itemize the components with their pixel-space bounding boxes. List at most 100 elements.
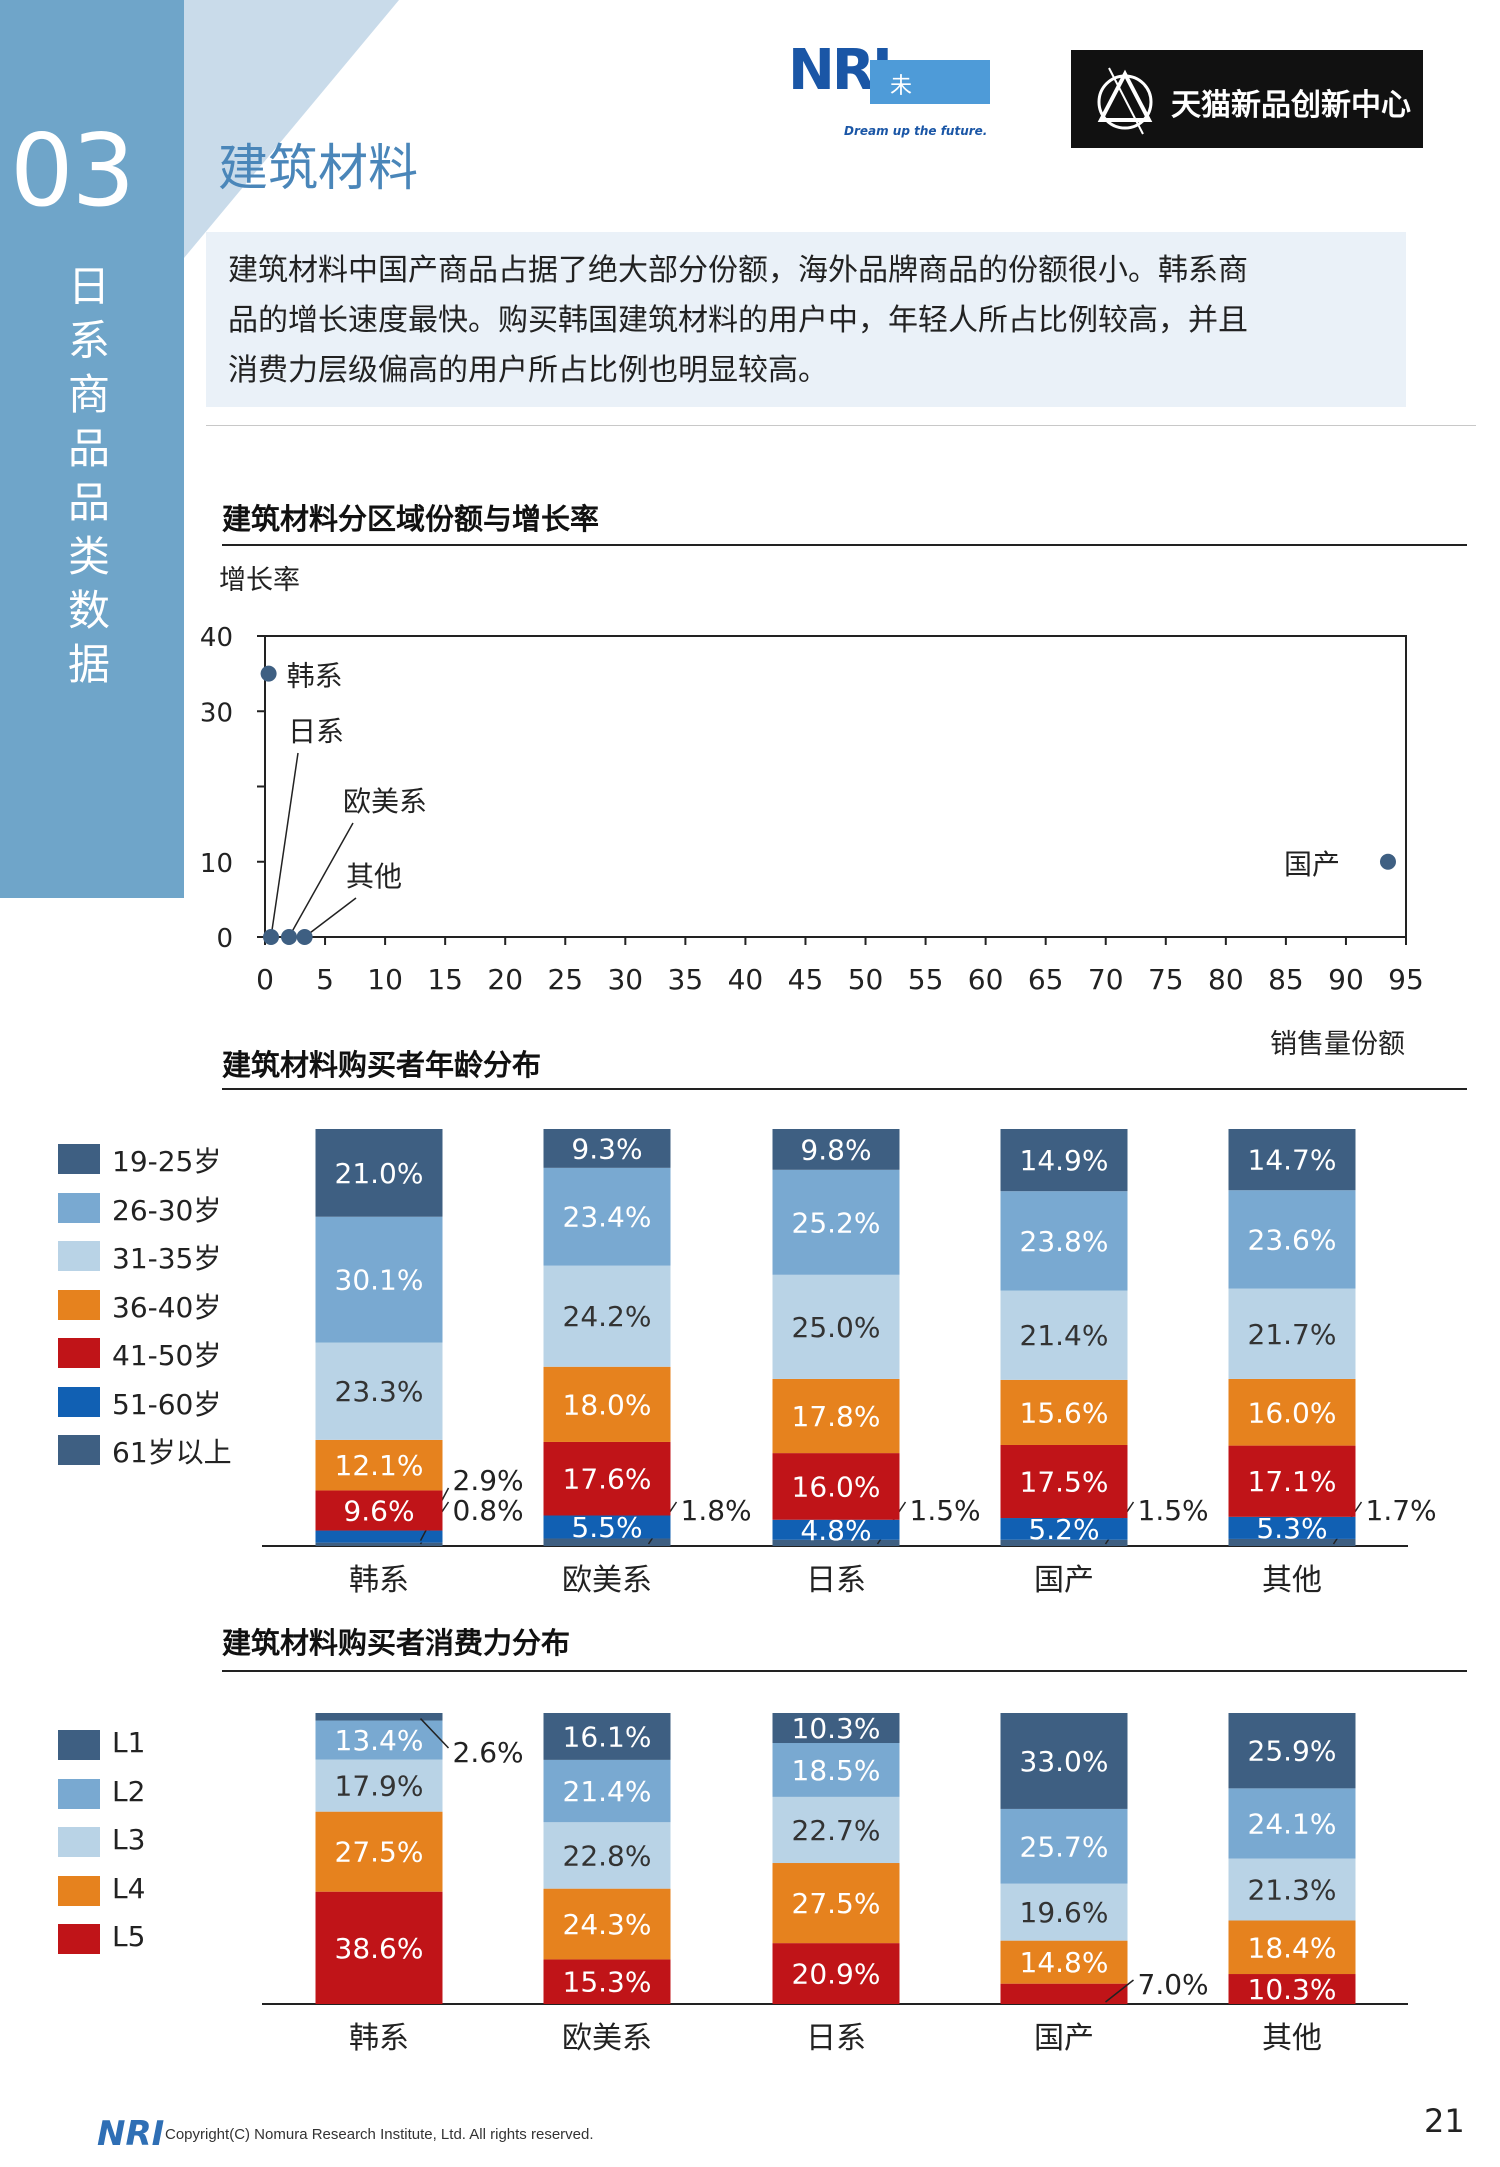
data-label: 25.7% — [1020, 1830, 1109, 1863]
section-number: 03 — [10, 112, 135, 229]
data-label: 33.0% — [1020, 1745, 1109, 1778]
bar-segment — [315, 1713, 443, 1721]
category-label: 欧美系 — [562, 1563, 652, 1598]
data-label: 9.6% — [343, 1494, 414, 1527]
x-tick-label: 85 — [1268, 963, 1304, 996]
spending-stacked-bar-chart: 38.6% 27.5% 17.9% 13.4% 2.6% 韩系 15.3% 24.3% 22.8… — [262, 1712, 1408, 2056]
bar-segment — [315, 1542, 443, 1546]
bar-segment — [1228, 1190, 1356, 1289]
data-label: 1.8% — [681, 1494, 752, 1527]
bar-segment — [1228, 1445, 1356, 1517]
data-label: 5.2% — [1028, 1513, 1099, 1546]
bar-segment — [1000, 1883, 1128, 1941]
bar-segment — [772, 1796, 900, 1864]
x-tick-label: 70 — [1088, 963, 1124, 996]
data-point — [1379, 853, 1396, 870]
bar-segment — [543, 1167, 671, 1266]
data-label: 24.3% — [563, 1908, 652, 1941]
data-label: 1.7% — [1366, 1494, 1437, 1527]
bar-segment — [772, 1129, 900, 1170]
data-label: 18.0% — [563, 1388, 652, 1421]
bar-segment — [543, 1959, 671, 2004]
data-label: 13.4% — [335, 1724, 424, 1757]
y-tick-label: 0 — [216, 924, 233, 954]
bar-segment — [772, 1539, 900, 1546]
bar-segment — [1228, 1378, 1356, 1446]
legend-label: 36-40岁 — [112, 1290, 222, 1324]
chart-title-scatter: 建筑材料分区域份额与增长率 — [222, 502, 600, 536]
page-number: 21 — [1424, 2102, 1465, 2140]
copyright: Copyright(C) Nomura Research Institute, … — [165, 2126, 594, 2143]
age-stacked-bar-chart: 0.8%2.9% 9.6% 12.1% 23.3% 30.1% 21.0% 韩系 1.8% 5.… — [262, 1129, 1437, 1598]
age-legend: 19-25岁 26-30岁 31-35岁 36-40岁 41-50岁 51-60岁 61岁以… — [58, 1142, 258, 1472]
data-label: 14.9% — [1020, 1144, 1109, 1177]
sidebar-char: 品 — [67, 478, 110, 527]
x-tick-label: 40 — [728, 963, 764, 996]
data-label: 23.6% — [1248, 1223, 1337, 1256]
bar-segment — [315, 1439, 443, 1491]
data-label: 1.5% — [1138, 1494, 1209, 1527]
data-label: 2.6% — [453, 1736, 524, 1769]
footer-nri-logo: NRI — [97, 2114, 165, 2154]
plot-frame — [264, 635, 1407, 938]
nri-tagline: 未来創発 — [890, 74, 913, 195]
x-tick-label: 0 — [256, 963, 274, 996]
data-label: 5.3% — [1256, 1512, 1327, 1545]
category-label: 韩系 — [349, 2021, 409, 2056]
legend-label: L2 — [112, 1774, 146, 1808]
legend-label: 26-30岁 — [112, 1193, 222, 1227]
tmall-triangle-icon — [1097, 67, 1153, 135]
data-label: 21.4% — [1020, 1319, 1109, 1352]
bar-segment — [1228, 1974, 1356, 2004]
tmall-logo-box: 天猫新品创新中心 — [1071, 50, 1423, 148]
legend-label: L1 — [112, 1726, 146, 1759]
x-tick-label: 65 — [1028, 963, 1064, 996]
data-label: 0.8% — [453, 1494, 524, 1527]
intro-line: 品的增长速度最快。购买韩国建筑材料的用户中，年轻人所占比例较高，并且 — [228, 303, 1248, 338]
bar-segment — [772, 1713, 900, 1744]
bar-segment — [543, 1441, 671, 1516]
spending-legend: L1 L2 L3 L4 L5 — [58, 1726, 258, 1968]
sidebar-char: 品 — [67, 424, 110, 473]
bar-segment — [1000, 1518, 1128, 1540]
bar-segment — [1000, 1808, 1128, 1884]
data-label: 15.3% — [563, 1966, 652, 1999]
category-label: 国产 — [1034, 2021, 1094, 2056]
bar-segment — [1000, 1444, 1128, 1519]
leader-line — [1105, 1979, 1134, 2003]
category-label: 国产 — [1034, 1563, 1094, 1598]
intro-text: 建筑材料中国产商品占据了绝大部分份额，海外品牌商品的份额很小。韩系商 品的增长速… — [228, 246, 1398, 396]
scatter-chart: 0 10 30 40 0 5 10 15 20 25 30 35 40 45 50 55 60 65 70 75 80 8… — [200, 623, 1424, 996]
point-label: 其他 — [346, 860, 402, 893]
x-tick-label: 60 — [968, 963, 1004, 996]
x-tick-label: 55 — [908, 963, 944, 996]
bar-segment — [1000, 1983, 1128, 2004]
data-label: 10.3% — [792, 1712, 881, 1745]
data-label: 14.7% — [1248, 1144, 1337, 1177]
bar-segment — [543, 1888, 671, 1960]
y-tick-label: 10 — [200, 849, 233, 879]
bar-segment — [1000, 1379, 1128, 1445]
legend-swatch — [58, 1338, 100, 1368]
data-label: 22.8% — [563, 1839, 652, 1872]
bar-segment — [772, 1519, 900, 1540]
x-tick-label: 20 — [487, 963, 523, 996]
legend-label: L5 — [112, 1920, 146, 1953]
data-label: 25.9% — [1248, 1735, 1337, 1768]
legend-swatch — [58, 1435, 100, 1465]
sidebar: 03 日系商品品类数据 — [0, 0, 184, 898]
data-label: 7.0% — [1138, 1968, 1209, 2001]
point-label: 国产 — [1284, 848, 1340, 881]
y-axis-label: 增长率 — [219, 565, 300, 596]
legend-swatch — [58, 1778, 100, 1809]
bar-segment — [315, 1216, 443, 1343]
bar-segment — [1228, 1788, 1356, 1859]
x-tick-label: 25 — [547, 963, 583, 996]
data-label: 2.9% — [453, 1464, 524, 1497]
data-label: 21.7% — [1248, 1318, 1337, 1351]
data-label: 22.7% — [792, 1814, 881, 1847]
bar-segment — [1228, 1858, 1356, 1921]
bar-segment — [772, 1378, 900, 1454]
legend-label: 51-60岁 — [112, 1387, 222, 1421]
data-label: 9.3% — [571, 1132, 642, 1165]
